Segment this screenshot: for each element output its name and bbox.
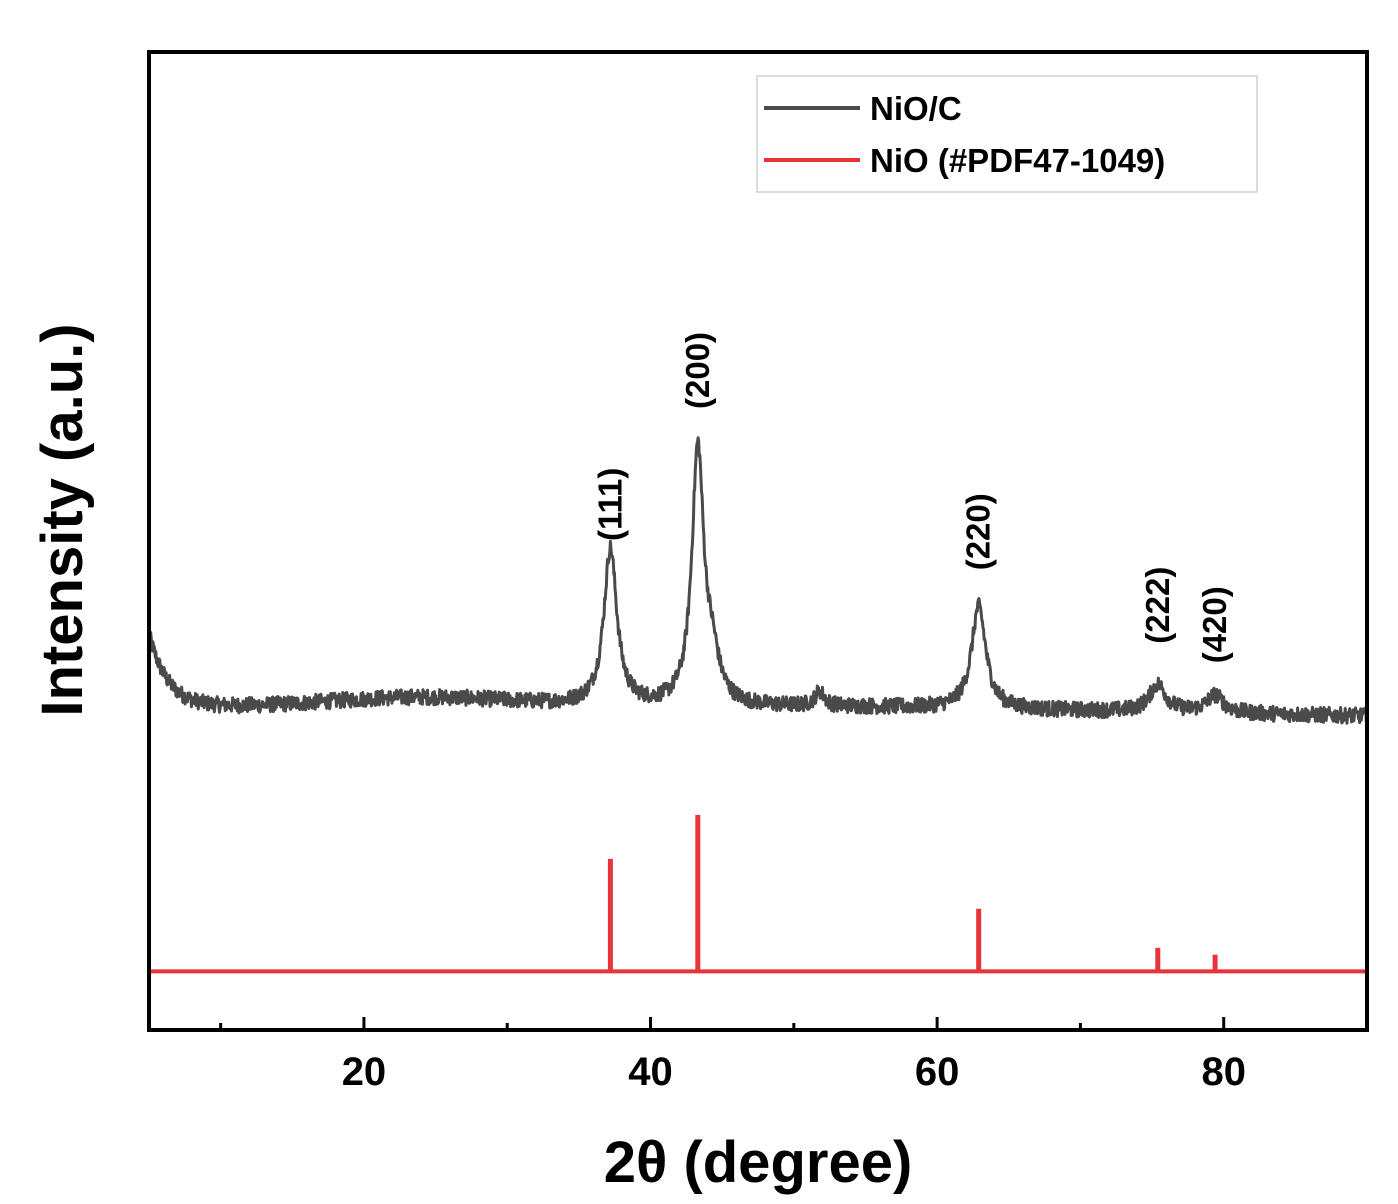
peak-label: (200) bbox=[679, 332, 716, 409]
y-axis-title: Intensity (a.u.) bbox=[30, 323, 95, 716]
x-tick-label: 60 bbox=[915, 1050, 960, 1094]
series-layer bbox=[147, 436, 1369, 974]
legend-box bbox=[756, 75, 1258, 193]
x-tick-label: 80 bbox=[1201, 1050, 1246, 1094]
plot-frame bbox=[147, 50, 1369, 1032]
legend: NiO/C NiO (#PDF47-1049) bbox=[756, 75, 1258, 193]
peak-label: (420) bbox=[1196, 586, 1233, 663]
x-axis-title: 2θ (degree) bbox=[604, 1130, 913, 1195]
peak-label: (222) bbox=[1139, 567, 1176, 644]
x-axis-ticks: 20 40 60 80 bbox=[219, 1017, 1246, 1094]
legend-label-nio-c: NiO/C bbox=[870, 90, 962, 127]
peak-annotations: (111) (200) (220) (222) (420) bbox=[591, 332, 1233, 663]
peak-label: (111) bbox=[591, 468, 628, 541]
legend-label-nio-pdf: NiO (#PDF47-1049) bbox=[870, 142, 1165, 179]
x-tick-label: 40 bbox=[628, 1050, 673, 1094]
x-tick-label: 20 bbox=[342, 1050, 387, 1094]
peak-label: (220) bbox=[960, 493, 997, 570]
series-line-nio-c bbox=[147, 436, 1369, 725]
